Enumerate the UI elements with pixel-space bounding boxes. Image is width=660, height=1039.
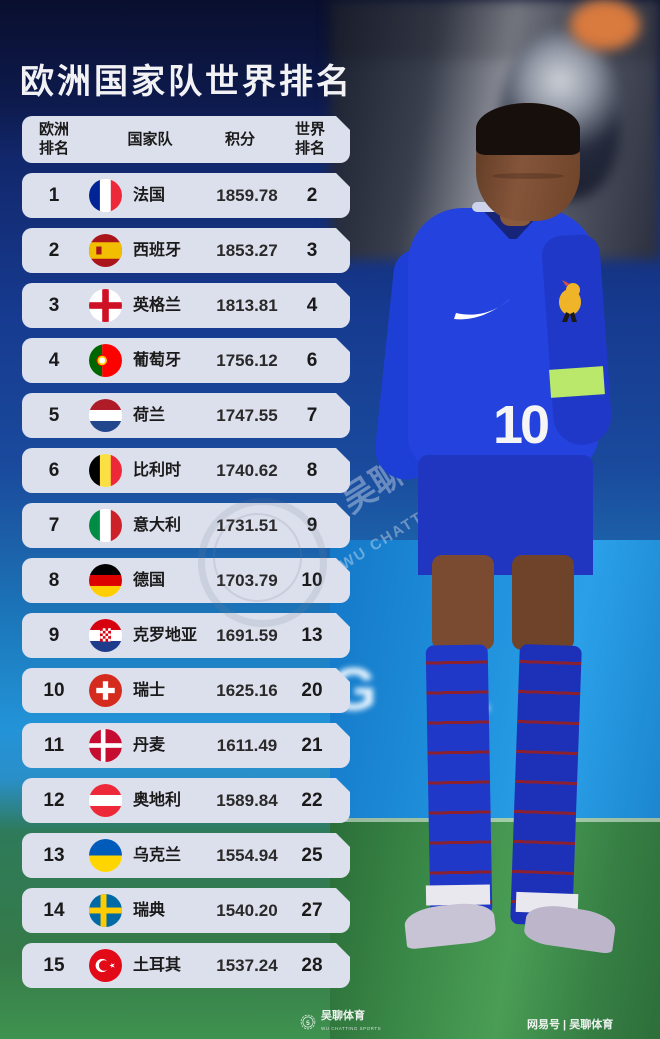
svg-text:5: 5 [306,1020,310,1027]
